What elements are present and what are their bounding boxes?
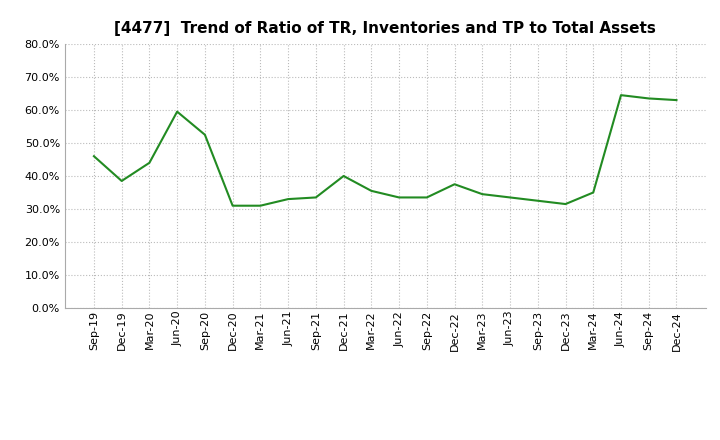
Trade Payables: [145, 160, 154, 165]
Trade Payables: [423, 195, 431, 200]
Trade Payables: [201, 132, 210, 137]
Trade Payables: [589, 190, 598, 195]
Legend: Trade Receivables, Inventories, Trade Payables: Trade Receivables, Inventories, Trade Pa…: [170, 437, 600, 440]
Trade Payables: [534, 198, 542, 203]
Trade Payables: [561, 202, 570, 207]
Line: Trade Payables: Trade Payables: [94, 95, 677, 206]
Title: [4477]  Trend of Ratio of TR, Inventories and TP to Total Assets: [4477] Trend of Ratio of TR, Inventories…: [114, 21, 656, 36]
Trade Payables: [672, 97, 681, 103]
Trade Payables: [312, 195, 320, 200]
Trade Payables: [256, 203, 265, 209]
Trade Payables: [478, 191, 487, 197]
Trade Payables: [89, 154, 98, 159]
Trade Payables: [505, 195, 514, 200]
Trade Payables: [228, 203, 237, 209]
Trade Payables: [395, 195, 403, 200]
Trade Payables: [644, 96, 653, 101]
Trade Payables: [339, 173, 348, 179]
Trade Payables: [284, 196, 292, 202]
Trade Payables: [173, 109, 181, 114]
Trade Payables: [367, 188, 376, 194]
Trade Payables: [450, 182, 459, 187]
Trade Payables: [616, 92, 625, 98]
Trade Payables: [117, 178, 126, 183]
